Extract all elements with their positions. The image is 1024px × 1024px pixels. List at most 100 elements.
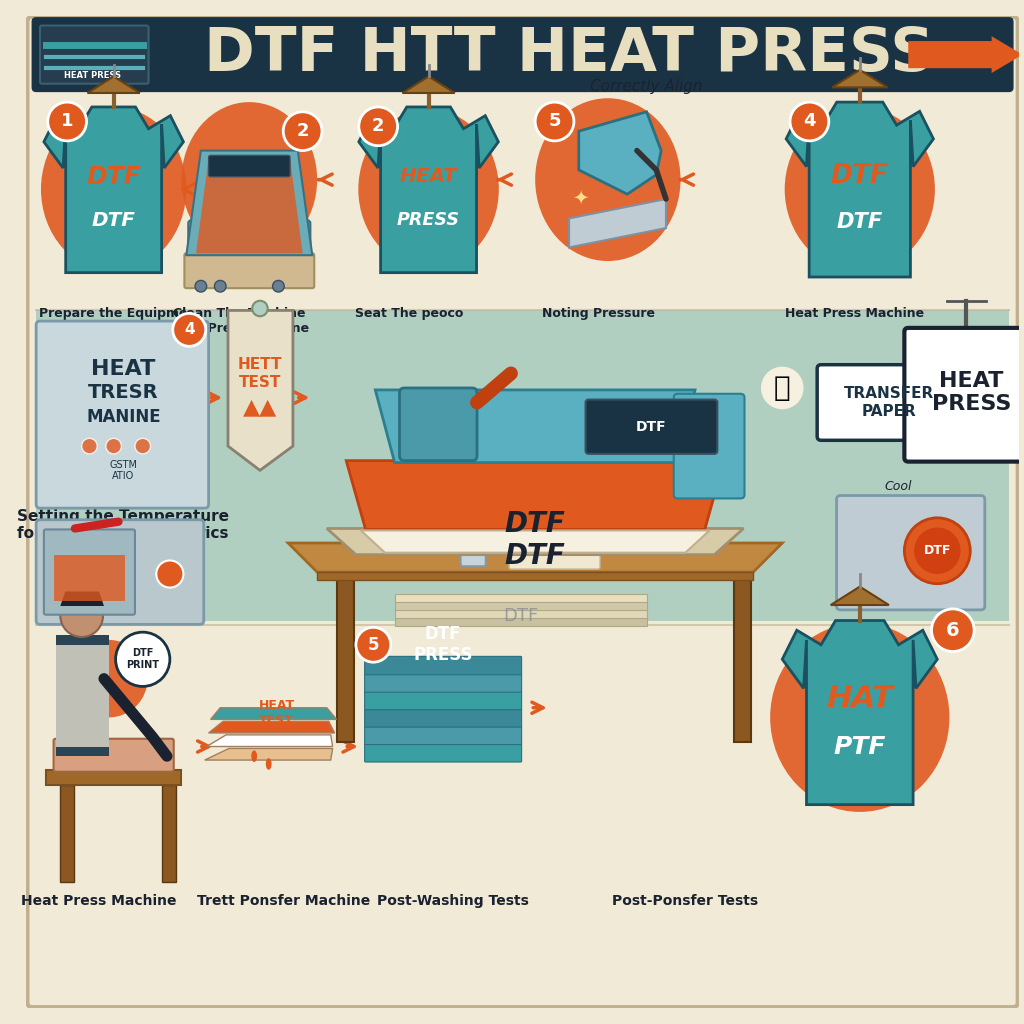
FancyBboxPatch shape bbox=[365, 709, 521, 727]
Circle shape bbox=[272, 281, 285, 292]
FancyBboxPatch shape bbox=[32, 17, 1013, 91]
Circle shape bbox=[904, 518, 971, 584]
FancyBboxPatch shape bbox=[53, 738, 174, 772]
Polygon shape bbox=[162, 785, 176, 882]
Text: 6: 6 bbox=[946, 621, 959, 640]
FancyArrow shape bbox=[908, 36, 1023, 73]
Text: 4: 4 bbox=[803, 113, 816, 130]
Text: HEAT: HEAT bbox=[399, 167, 458, 186]
FancyBboxPatch shape bbox=[365, 743, 521, 762]
FancyBboxPatch shape bbox=[394, 617, 646, 627]
Text: HEAT PRESS: HEAT PRESS bbox=[63, 71, 121, 80]
Text: Post-Ponsfer Tests: Post-Ponsfer Tests bbox=[612, 894, 759, 908]
Polygon shape bbox=[228, 310, 293, 470]
Text: HEAT: HEAT bbox=[91, 358, 156, 379]
FancyBboxPatch shape bbox=[365, 726, 521, 744]
Polygon shape bbox=[205, 749, 333, 760]
Ellipse shape bbox=[70, 640, 147, 718]
FancyBboxPatch shape bbox=[36, 322, 209, 508]
Polygon shape bbox=[830, 587, 889, 605]
Text: PRESS: PRESS bbox=[397, 211, 460, 229]
Circle shape bbox=[791, 102, 828, 141]
Polygon shape bbox=[402, 77, 455, 93]
Text: 1: 1 bbox=[60, 113, 74, 130]
Text: HEAT
PRESS: HEAT PRESS bbox=[932, 372, 1011, 415]
Text: DTF: DTF bbox=[503, 606, 539, 625]
Polygon shape bbox=[288, 543, 782, 572]
Text: Cool
The Transfer Poun: Cool The Transfer Poun bbox=[842, 480, 955, 508]
Polygon shape bbox=[207, 735, 333, 746]
Polygon shape bbox=[375, 390, 695, 463]
FancyBboxPatch shape bbox=[365, 691, 521, 710]
Ellipse shape bbox=[181, 102, 317, 257]
Text: Post-Washing Tests: Post-Washing Tests bbox=[377, 894, 528, 908]
Circle shape bbox=[932, 609, 974, 651]
Polygon shape bbox=[579, 112, 662, 195]
FancyBboxPatch shape bbox=[394, 602, 646, 611]
FancyBboxPatch shape bbox=[674, 394, 744, 499]
Text: ✦: ✦ bbox=[572, 188, 589, 208]
Circle shape bbox=[195, 281, 207, 292]
Circle shape bbox=[761, 367, 804, 410]
Polygon shape bbox=[55, 635, 109, 756]
Ellipse shape bbox=[536, 98, 681, 261]
Polygon shape bbox=[337, 572, 354, 741]
FancyBboxPatch shape bbox=[365, 674, 521, 692]
Ellipse shape bbox=[41, 106, 186, 271]
Text: DTF
PRINT: DTF PRINT bbox=[126, 648, 159, 670]
Circle shape bbox=[116, 632, 170, 686]
Polygon shape bbox=[569, 199, 666, 248]
FancyBboxPatch shape bbox=[365, 656, 521, 675]
Polygon shape bbox=[60, 785, 74, 882]
FancyBboxPatch shape bbox=[394, 594, 646, 603]
Text: PTF: PTF bbox=[834, 734, 886, 759]
Text: Correctly Align: Correctly Align bbox=[591, 80, 702, 94]
Polygon shape bbox=[55, 645, 109, 746]
Polygon shape bbox=[360, 530, 710, 553]
Circle shape bbox=[214, 281, 226, 292]
Polygon shape bbox=[327, 528, 743, 555]
FancyBboxPatch shape bbox=[53, 555, 125, 601]
FancyBboxPatch shape bbox=[36, 92, 1009, 310]
Polygon shape bbox=[60, 592, 104, 606]
FancyBboxPatch shape bbox=[40, 26, 148, 84]
Circle shape bbox=[356, 628, 391, 663]
Text: DTF HTT HEAT PRESS: DTF HTT HEAT PRESS bbox=[204, 26, 934, 84]
Polygon shape bbox=[734, 572, 752, 741]
Circle shape bbox=[173, 313, 206, 346]
Text: DTF: DTF bbox=[924, 545, 951, 557]
Text: HETT
TEST: HETT TEST bbox=[238, 357, 283, 389]
Text: 5: 5 bbox=[548, 113, 561, 130]
Text: DTF: DTF bbox=[636, 420, 667, 434]
Text: HEAT
TEST: HEAT TEST bbox=[258, 698, 295, 727]
Circle shape bbox=[358, 106, 397, 145]
Circle shape bbox=[48, 102, 86, 141]
Text: DTF: DTF bbox=[92, 211, 135, 229]
Text: 4: 4 bbox=[184, 323, 195, 337]
Text: 🔥: 🔥 bbox=[774, 374, 791, 402]
Text: Prepare the Equipme: Prepare the Equipme bbox=[39, 306, 187, 319]
Polygon shape bbox=[211, 708, 337, 720]
FancyBboxPatch shape bbox=[399, 388, 477, 461]
Text: DTF
PRESS: DTF PRESS bbox=[414, 626, 473, 665]
FancyBboxPatch shape bbox=[209, 156, 290, 177]
FancyBboxPatch shape bbox=[36, 621, 1009, 1000]
FancyBboxPatch shape bbox=[46, 770, 181, 785]
Text: TRESR: TRESR bbox=[88, 383, 159, 402]
Text: DTF: DTF bbox=[837, 212, 883, 231]
Text: Setting the Temperature
for the Polyester Fabrics: Setting the Temperature for the Polyeste… bbox=[17, 509, 229, 542]
Circle shape bbox=[105, 438, 122, 454]
FancyBboxPatch shape bbox=[188, 220, 310, 260]
Text: Trett Ponsfer Machine: Trett Ponsfer Machine bbox=[197, 894, 370, 908]
Circle shape bbox=[135, 438, 151, 454]
Text: DTF: DTF bbox=[830, 163, 889, 188]
Polygon shape bbox=[358, 106, 499, 272]
Circle shape bbox=[82, 438, 97, 454]
Polygon shape bbox=[346, 461, 724, 529]
Text: ▲▲: ▲▲ bbox=[243, 397, 278, 418]
Text: DTF
DTF: DTF DTF bbox=[505, 510, 565, 570]
FancyBboxPatch shape bbox=[317, 572, 754, 580]
Text: DTF: DTF bbox=[86, 165, 141, 188]
Circle shape bbox=[60, 594, 103, 637]
Circle shape bbox=[252, 301, 267, 316]
